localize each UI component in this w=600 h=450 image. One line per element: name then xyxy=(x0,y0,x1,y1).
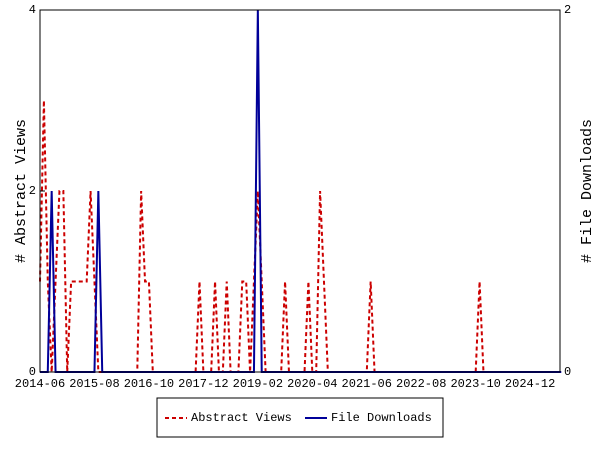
y-axis-title: # Abstract Views xyxy=(13,119,30,263)
legend-label: File Downloads xyxy=(331,411,432,425)
x-tick-label: 2023-10 xyxy=(450,377,500,391)
y-tick-label: 2 xyxy=(29,184,36,198)
x-tick-label: 2015-08 xyxy=(69,377,119,391)
legend-box xyxy=(156,397,444,438)
x-tick-label: 2019-02 xyxy=(233,377,283,391)
series-line xyxy=(40,9,562,373)
x-tick-label: 2022-08 xyxy=(396,377,446,391)
x-tick-label: 2016-10 xyxy=(124,377,174,391)
x-tick-label: 2021-06 xyxy=(342,377,392,391)
y2-tick-label: 2 xyxy=(564,3,571,17)
y2-tick-label: 0 xyxy=(564,365,571,379)
x-tick-label: 2024-12 xyxy=(505,377,555,391)
y-tick-label: 4 xyxy=(29,3,36,17)
plot-frame xyxy=(39,9,561,373)
x-tick-label: 2020-04 xyxy=(287,377,337,391)
y2-axis-title: # File Downloads xyxy=(579,119,596,263)
x-tick-label: 2017-12 xyxy=(178,377,228,391)
y-tick-label: 0 xyxy=(29,365,36,379)
x-tick-label: 2014-06 xyxy=(15,377,65,391)
legend-label: Abstract Views xyxy=(191,411,292,425)
series-line xyxy=(39,100,562,373)
